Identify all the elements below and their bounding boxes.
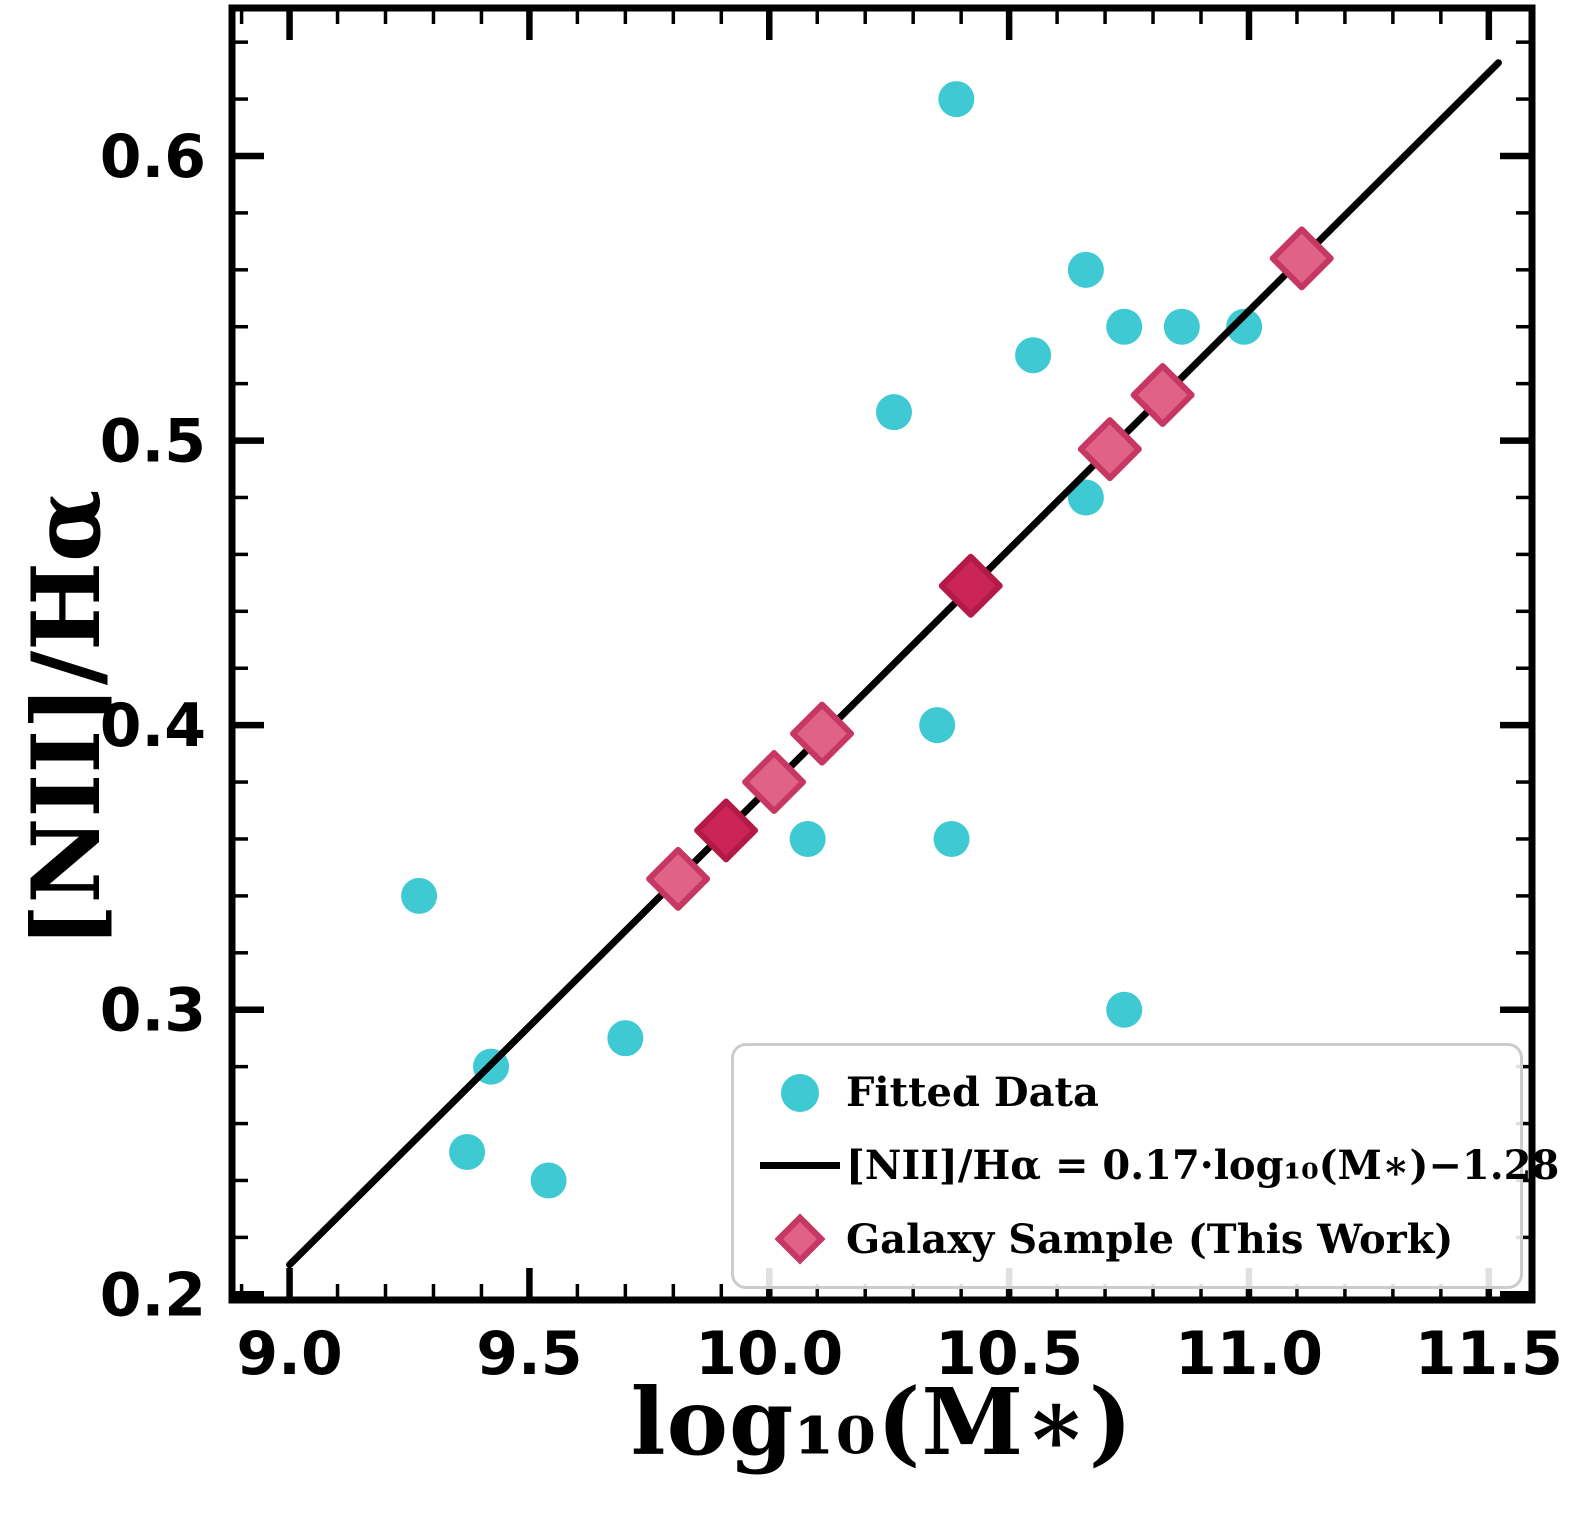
y-tick-label: 0.3 (100, 976, 206, 1046)
galaxy-sample-point (1130, 363, 1195, 428)
fitted-data-point (1106, 308, 1143, 345)
galaxy-sample-point (1077, 417, 1142, 482)
fitted-data-marker-icon (781, 1073, 819, 1112)
fit-line-marker-icon (760, 1162, 840, 1170)
fitted-data-point (1067, 479, 1104, 516)
fitted-data-point (449, 1134, 486, 1171)
x-tick-label: 11.0 (1175, 1319, 1323, 1389)
fitted-data-point (401, 877, 438, 914)
x-tick-label: 9.5 (476, 1319, 582, 1389)
y-tick-label: 0.6 (100, 122, 206, 192)
legend-label-fitted-data: Fitted Data (846, 1069, 1099, 1117)
y-tick-label: 0.4 (100, 691, 206, 761)
fitted-data-point (789, 820, 826, 857)
legend-marker-cell (754, 1162, 846, 1170)
x-axis-label: log₁₀(M∗) (630, 1368, 1134, 1476)
x-tick-label: 9.0 (236, 1319, 342, 1389)
legend: Fitted Data [NII]/Hα = 0.17·log₁₀(M∗)−1.… (731, 1043, 1559, 1289)
legend-item-fitted-data: Fitted Data (754, 1069, 1502, 1116)
galaxy-sample-marker-icon (774, 1213, 826, 1265)
fitted-data-point (1163, 308, 1200, 345)
x-tick-label: 11.5 (1415, 1319, 1563, 1389)
galaxy-sample-point (938, 553, 1003, 618)
fitted-data-point (1015, 337, 1052, 374)
y-axis-label: [NII]/Hα (12, 489, 122, 948)
legend-marker-cell (754, 1073, 846, 1112)
fitted-data-point (919, 707, 956, 744)
x-tick-label: 10.0 (695, 1319, 843, 1389)
galaxy-sample-point (790, 701, 855, 766)
fitted-data-point (1106, 991, 1143, 1028)
y-tick-label: 0.2 (100, 1260, 206, 1330)
fitted-data-point (607, 1020, 644, 1057)
legend-label-fit-line: [NII]/Hα = 0.17·log₁₀(M∗)−1.28 (846, 1142, 1560, 1190)
legend-item-galaxy-sample: Galaxy Sample (This Work) (754, 1213, 1502, 1265)
plot-frame (228, 4, 1536, 1304)
fitted-data-point (1067, 251, 1104, 288)
x-tick-label: 10.5 (935, 1319, 1083, 1389)
y-tick-label: 0.5 (100, 407, 206, 477)
fitted-data-point (938, 81, 975, 118)
fitted-data-point (933, 820, 970, 857)
legend-label-galaxy-sample: Galaxy Sample (This Work) (846, 1215, 1454, 1263)
fitted-data-point (1226, 308, 1263, 345)
galaxy-sample-point (1269, 226, 1334, 291)
galaxy-sample-point (694, 798, 759, 863)
legend-item-fit-line: [NII]/Hα = 0.17·log₁₀(M∗)−1.28 (754, 1142, 1559, 1189)
fitted-data-point (875, 394, 912, 431)
legend-marker-cell (754, 1213, 846, 1265)
galaxy-sample-point (742, 750, 807, 815)
fitted-data-point (530, 1162, 567, 1199)
galaxy-sample-point (646, 846, 711, 911)
